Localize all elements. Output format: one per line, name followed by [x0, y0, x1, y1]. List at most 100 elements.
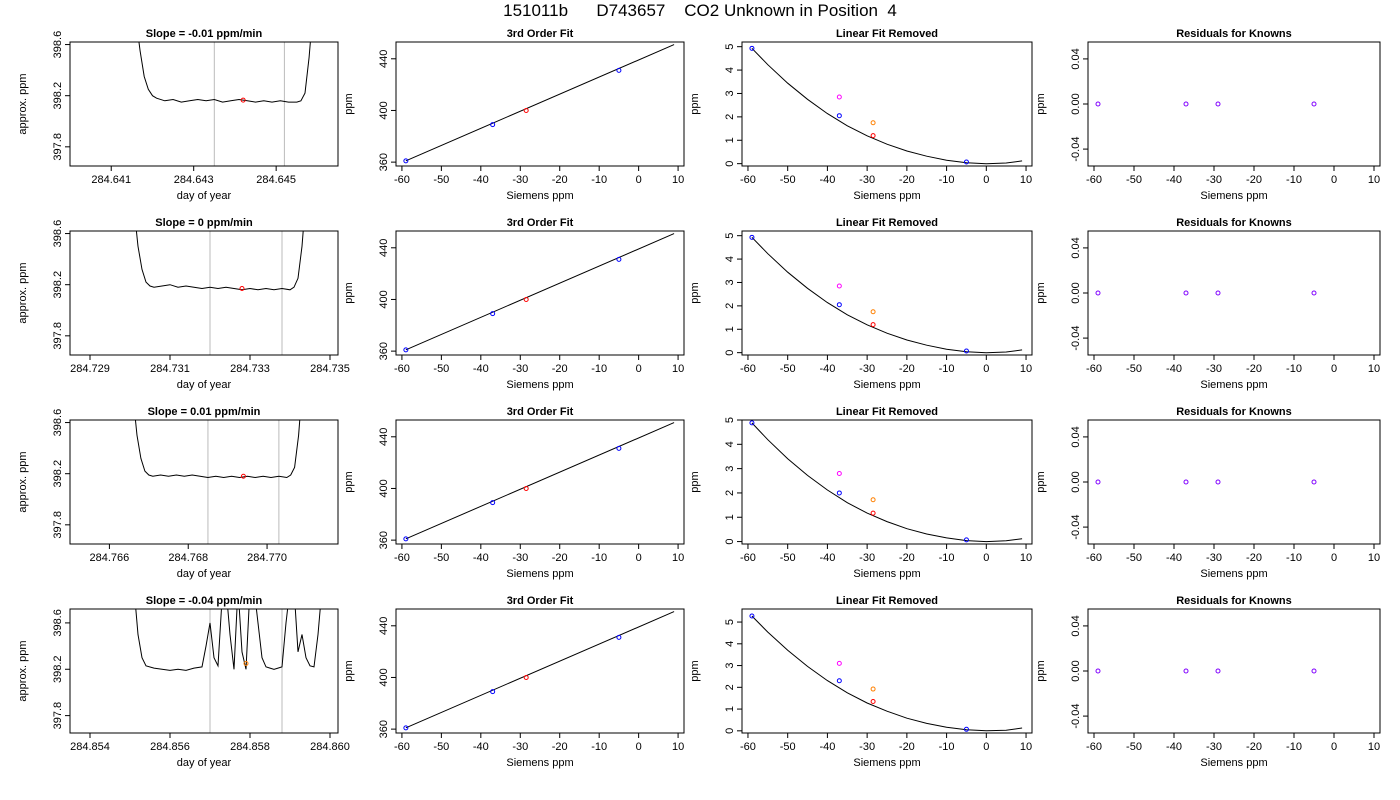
y-tick-label: 397.8	[52, 702, 64, 730]
y-axis-label: approx. ppm	[17, 451, 29, 512]
x-tick-label: -40	[1166, 552, 1182, 564]
plot-frame	[1087, 608, 1381, 734]
y-axis-label: ppm	[343, 471, 355, 492]
x-tick-label: 0	[983, 741, 989, 753]
x-tick-label: -60	[394, 363, 410, 375]
x-tick-label: 10	[672, 552, 684, 564]
x-tick-label: -20	[552, 552, 568, 564]
x-axis-label: day of year	[177, 568, 232, 580]
x-tick-label: -50	[780, 363, 796, 375]
y-tick-label: 440	[378, 428, 390, 446]
series-line	[751, 47, 1023, 165]
y-tick-label: 0.00	[1070, 282, 1082, 303]
y-axis-label: approx. ppm	[17, 73, 29, 134]
x-axis-label: Siemens ppm	[1200, 568, 1267, 580]
panel-title: Slope = -0.04 ppm/min	[146, 595, 263, 607]
panel-r4-c3: Linear Fit Removed Siemens ppm ppm -60 -50 -4…	[689, 595, 1033, 769]
y-tick-label: 0	[724, 539, 736, 545]
data-point	[836, 490, 842, 496]
panel-r4-c4: Residuals for Knowns Siemens ppm ppm -60 -50…	[1035, 595, 1381, 769]
y-tick-label: 440	[378, 617, 390, 635]
data-point	[870, 497, 876, 503]
x-axis-label: Siemens ppm	[1200, 379, 1267, 391]
x-tick-label: 284.860	[310, 741, 350, 753]
panel-r1-c4: Residuals for Knowns Siemens ppm ppm -60 -50…	[1035, 28, 1381, 202]
plot-area	[749, 45, 1023, 165]
y-tick-label: 398.6	[52, 409, 64, 437]
panel-title: 3rd Order Fit	[507, 595, 574, 607]
y-tick-label: 440	[378, 239, 390, 257]
series-line	[405, 422, 675, 540]
data-point	[836, 283, 842, 289]
x-tick-label: -30	[859, 741, 875, 753]
y-tick-label: 5	[724, 44, 736, 50]
panel-title: 3rd Order Fit	[507, 406, 574, 418]
x-tick-label: -10	[939, 552, 955, 564]
x-tick-label: 284.768	[168, 552, 208, 564]
y-tick-label: 360	[378, 342, 390, 360]
y-axis-label: approx. ppm	[17, 262, 29, 323]
series-line	[405, 611, 675, 729]
plot-area	[749, 234, 1023, 354]
y-tick-label: 398.6	[52, 609, 64, 637]
plot-area	[1095, 668, 1317, 674]
x-tick-label: 0	[983, 174, 989, 186]
x-tick-label: -10	[1286, 174, 1302, 186]
x-tick-label: -30	[859, 552, 875, 564]
data-point	[1183, 101, 1189, 107]
y-tick-label: 1	[724, 137, 736, 143]
panel-r3-c2: 3rd Order Fit Siemens ppm ppm -60 -50 -40 -30 -…	[343, 406, 685, 580]
x-tick-label: 10	[1368, 363, 1380, 375]
x-axis-label: Siemens ppm	[1200, 757, 1267, 769]
x-tick-label: -60	[1086, 552, 1102, 564]
x-tick-label: -40	[819, 741, 835, 753]
data-point	[870, 686, 876, 692]
y-tick-label: 400	[378, 668, 390, 686]
panel-r2-c1: Slope = 0 ppm/min day of year approx. ppm 2…	[17, 217, 350, 391]
x-tick-label: 0	[636, 174, 642, 186]
x-tick-label: -50	[1126, 552, 1142, 564]
y-axis-label: ppm	[1035, 471, 1047, 492]
plot-area	[749, 420, 1023, 543]
data-point	[836, 94, 842, 100]
x-tick-label: -40	[819, 552, 835, 564]
x-tick-label: -30	[1206, 363, 1222, 375]
panel-r3-c1: Slope = 0.01 ppm/min day of year approx. p…	[17, 406, 339, 580]
series-line	[138, 42, 311, 103]
x-tick-label: -40	[819, 363, 835, 375]
panel-title: 3rd Order Fit	[507, 28, 574, 40]
series-line	[751, 236, 1023, 354]
x-tick-label: -20	[1246, 741, 1262, 753]
data-point	[403, 536, 409, 542]
y-axis-label: ppm	[689, 471, 701, 492]
x-tick-label: -60	[394, 741, 410, 753]
panel-r2-c3: Linear Fit Removed Siemens ppm ppm -60 -50 -4…	[689, 217, 1033, 391]
y-tick-label: 3	[724, 662, 736, 668]
x-tick-label: -20	[899, 552, 915, 564]
y-tick-label: 360	[378, 531, 390, 549]
plot-frame	[395, 41, 685, 167]
data-point	[1095, 101, 1101, 107]
data-point	[870, 309, 876, 315]
x-tick-label: 10	[1020, 363, 1032, 375]
plot-area	[1095, 290, 1317, 296]
y-tick-label: 400	[378, 479, 390, 497]
y-tick-label: 360	[378, 720, 390, 738]
series-line	[405, 44, 675, 162]
y-tick-label: 5	[724, 233, 736, 239]
x-tick-label: 284.641	[91, 174, 131, 186]
y-tick-label: 0	[724, 728, 736, 734]
x-tick-label: 284.733	[230, 363, 270, 375]
plot-area	[1095, 101, 1317, 107]
x-tick-label: 10	[1368, 174, 1380, 186]
y-tick-label: 5	[724, 417, 736, 423]
x-tick-label: 284.856	[150, 741, 190, 753]
data-point	[239, 286, 245, 292]
x-tick-label: -50	[433, 552, 449, 564]
x-axis-label: Siemens ppm	[853, 379, 920, 391]
x-tick-label: -10	[591, 741, 607, 753]
panel-title: Residuals for Knowns	[1176, 217, 1292, 229]
x-tick-label: -10	[1286, 741, 1302, 753]
data-point	[870, 120, 876, 126]
data-point	[616, 445, 622, 451]
